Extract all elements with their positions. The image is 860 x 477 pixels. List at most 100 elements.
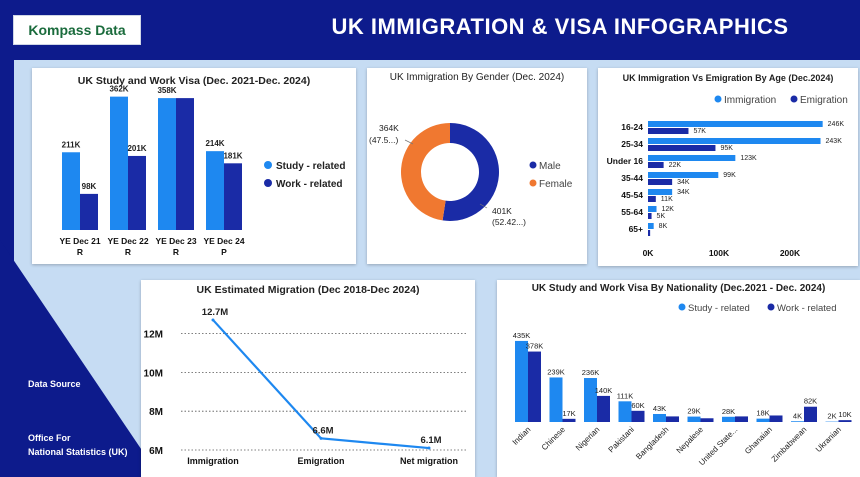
card-gender: UK Immigration By Gender (Dec. 2024) 401… bbox=[367, 68, 587, 264]
bar bbox=[80, 193, 98, 230]
bar bbox=[735, 416, 748, 422]
data-label: 435K bbox=[513, 331, 531, 340]
legend-entry: Work - related bbox=[276, 179, 343, 190]
tick-label: R bbox=[173, 247, 179, 257]
chart-title: UK Study and Work Visa By Nationality (D… bbox=[531, 283, 826, 294]
data-label: 123K bbox=[740, 155, 757, 162]
card-nationality: UK Study and Work Visa By Nationality (D… bbox=[497, 280, 860, 477]
data-label: 8K bbox=[659, 223, 668, 230]
header-bar: Kompass Data UK IMMIGRATION & VISA INFOG… bbox=[0, 0, 860, 60]
data-label: (52.42...) bbox=[492, 217, 526, 227]
tick-label: 65+ bbox=[629, 224, 643, 234]
legend-marker bbox=[264, 161, 272, 169]
tick-label: Ukranian bbox=[814, 425, 843, 454]
leader-line bbox=[479, 203, 488, 209]
tick-label: Nepalese bbox=[675, 425, 706, 456]
bar bbox=[648, 179, 673, 185]
bar bbox=[804, 406, 817, 422]
legend-entry: Immigration bbox=[724, 95, 776, 106]
legend-marker bbox=[529, 161, 537, 169]
data-label: 95K bbox=[720, 145, 733, 152]
chart-title: UK Estimated Migration (Dec 2018-Dec 202… bbox=[196, 284, 420, 296]
bar bbox=[648, 128, 689, 134]
bar bbox=[648, 162, 664, 168]
data-label: 11K bbox=[661, 196, 673, 203]
pie-slice bbox=[442, 123, 499, 221]
card-age: UK Immigration Vs Emigration By Age (Dec… bbox=[598, 68, 858, 266]
bar bbox=[206, 151, 224, 230]
legend-marker bbox=[767, 303, 775, 311]
data-label: 362K bbox=[109, 85, 128, 94]
source-line-2: National Statistics (UK) bbox=[28, 447, 128, 457]
legend-entry: Male bbox=[539, 161, 561, 172]
tick-label: R bbox=[125, 247, 131, 257]
tick-label: Indian bbox=[511, 425, 533, 447]
legend-entry: Female bbox=[539, 179, 573, 190]
bar bbox=[176, 98, 194, 231]
tick-label: Pakistani bbox=[607, 425, 636, 454]
bar bbox=[549, 377, 563, 422]
bar bbox=[791, 421, 804, 422]
bar bbox=[756, 418, 770, 422]
page-title: UK IMMIGRATION & VISA INFOGRAPHICS bbox=[331, 14, 789, 39]
data-label: 140K bbox=[595, 386, 613, 395]
bar bbox=[648, 172, 719, 178]
bar bbox=[666, 416, 679, 422]
brand-logo: Kompass Data bbox=[13, 15, 141, 45]
data-label: 12.7M bbox=[202, 307, 228, 318]
tick-label: Chinese bbox=[540, 425, 568, 453]
tick-label: 12M bbox=[144, 330, 163, 341]
migration-line-chart: 6M 8M 10M 12M 12.7M Immigration 6.6M Emigration… bbox=[144, 307, 466, 466]
bar bbox=[110, 96, 128, 230]
data-label: 6.1M bbox=[420, 435, 441, 446]
leader-line bbox=[404, 139, 414, 145]
bar bbox=[648, 121, 823, 127]
tick-label: 45-54 bbox=[621, 190, 643, 200]
legend-marker bbox=[529, 179, 537, 187]
bar bbox=[584, 378, 597, 422]
tick-label: Bangladesh bbox=[634, 425, 670, 461]
data-point bbox=[211, 318, 215, 322]
bar bbox=[515, 340, 528, 422]
bar bbox=[648, 213, 652, 219]
data-label: 236K bbox=[582, 368, 600, 377]
tick-label: 35-44 bbox=[621, 173, 643, 183]
tick-label: Immigration bbox=[187, 456, 239, 466]
bar bbox=[648, 155, 736, 161]
bar bbox=[224, 163, 242, 230]
tick-label: Emigration bbox=[297, 456, 344, 466]
bar bbox=[158, 98, 176, 231]
bar bbox=[648, 223, 654, 229]
data-label: 28K bbox=[722, 407, 735, 416]
data-label: 60K bbox=[631, 401, 644, 410]
data-label: 5K bbox=[657, 213, 666, 220]
bar bbox=[653, 413, 666, 422]
bar bbox=[648, 206, 657, 212]
data-source-label: Data Source bbox=[28, 379, 81, 389]
data-label: 111K bbox=[617, 391, 633, 400]
tick-label: Zimbabwean bbox=[770, 425, 809, 464]
tick-label: 25-34 bbox=[621, 139, 643, 149]
bar bbox=[838, 420, 852, 422]
tick-label: Under 16 bbox=[607, 156, 644, 166]
data-label: 6.6M bbox=[312, 425, 333, 436]
nationality-bar-chart: 435K 378K Indian 239K 17K Chinese 236K 140K Nige… bbox=[511, 303, 852, 467]
bar bbox=[631, 410, 645, 422]
bar bbox=[597, 395, 610, 422]
data-label: 201K bbox=[127, 144, 146, 153]
bar bbox=[648, 196, 656, 202]
tick-label: 10M bbox=[144, 368, 163, 379]
bar bbox=[769, 415, 783, 422]
tick-label: Ghanaian bbox=[743, 425, 774, 456]
data-label: 10K bbox=[838, 410, 851, 419]
bar bbox=[648, 189, 673, 195]
data-label: 82K bbox=[804, 397, 817, 406]
data-label: 239K bbox=[547, 367, 565, 376]
bar bbox=[648, 138, 821, 144]
data-label: 12K bbox=[662, 206, 675, 213]
tick-label: Nigerian bbox=[574, 425, 601, 452]
data-label: 2K bbox=[827, 412, 836, 421]
bar bbox=[128, 155, 146, 230]
legend-marker bbox=[790, 95, 798, 103]
